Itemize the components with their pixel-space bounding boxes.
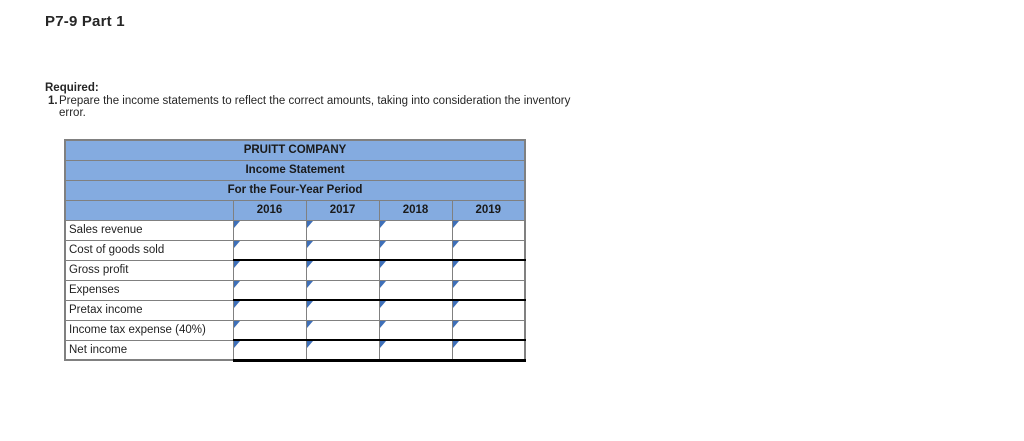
input-flag-icon: [453, 241, 459, 248]
input-flag-icon: [453, 221, 459, 228]
input-cell[interactable]: [378, 259, 453, 281]
input-cell[interactable]: [451, 319, 526, 341]
input-cell[interactable]: [305, 259, 380, 281]
table-row-pretax-income: Pretax income: [64, 299, 526, 321]
input-flag-icon: [307, 302, 313, 308]
input-flag-icon: [453, 262, 459, 268]
requirement-number: 1.: [48, 94, 58, 107]
input-cell[interactable]: [232, 239, 307, 261]
input-cell[interactable]: [451, 259, 526, 281]
input-cell[interactable]: [305, 219, 380, 241]
input-flag-icon: [307, 262, 313, 268]
input-cell[interactable]: [378, 299, 453, 321]
input-flag-icon: [307, 221, 313, 228]
table-row-sales-revenue: Sales revenue: [64, 219, 526, 241]
input-cell[interactable]: [232, 339, 307, 362]
row-label: Net income: [64, 339, 234, 361]
input-cell[interactable]: [232, 259, 307, 281]
year-header-2019: 2019: [451, 199, 526, 221]
input-flag-icon: [234, 221, 240, 228]
input-cell[interactable]: [378, 279, 453, 301]
year-header-2016: 2016: [232, 199, 307, 221]
input-flag-icon: [380, 281, 386, 288]
required-section: Required: 1. Prepare the income statemen…: [45, 82, 587, 120]
row-label: Pretax income: [64, 299, 234, 321]
input-flag-icon: [307, 281, 313, 288]
input-cell[interactable]: [305, 339, 380, 362]
input-cell[interactable]: [305, 279, 380, 301]
table-row-gross-profit: Gross profit: [64, 259, 526, 281]
input-flag-icon: [380, 321, 386, 328]
statement-period: For the Four-Year Period: [64, 179, 526, 201]
input-flag-icon: [453, 321, 459, 328]
input-cell[interactable]: [378, 319, 453, 341]
input-cell[interactable]: [451, 219, 526, 241]
input-cell[interactable]: [378, 339, 453, 362]
table-row-expenses: Expenses: [64, 279, 526, 301]
input-flag-icon: [453, 342, 459, 348]
page-title: P7-9 Part 1: [45, 13, 125, 30]
input-cell[interactable]: [305, 239, 380, 261]
statement-title-row: Income Statement: [64, 159, 526, 181]
row-label: Cost of goods sold: [64, 239, 234, 261]
input-flag-icon: [380, 302, 386, 308]
input-flag-icon: [453, 281, 459, 288]
input-cell[interactable]: [305, 319, 380, 341]
input-flag-icon: [453, 302, 459, 308]
table-row-net-income: Net income: [64, 339, 526, 362]
row-label: Expenses: [64, 279, 234, 301]
input-cell[interactable]: [232, 279, 307, 301]
input-flag-icon: [234, 262, 240, 268]
table-header: PRUITT COMPANY Income Statement For the …: [64, 139, 526, 221]
year-header-empty-cell: [64, 199, 234, 221]
requirement-item: 1. Prepare the income statements to refl…: [45, 95, 587, 120]
input-flag-icon: [307, 241, 313, 248]
input-flag-icon: [234, 281, 240, 288]
input-cell[interactable]: [305, 299, 380, 321]
table-row-income-tax-expense: Income tax expense (40%): [64, 319, 526, 341]
required-label: Required:: [45, 82, 99, 94]
row-label: Gross profit: [64, 259, 234, 281]
input-cell[interactable]: [378, 239, 453, 261]
input-flag-icon: [234, 241, 240, 248]
input-flag-icon: [234, 302, 240, 308]
input-cell[interactable]: [232, 219, 307, 241]
table-row-cost-of-goods-sold: Cost of goods sold: [64, 239, 526, 261]
input-cell[interactable]: [451, 239, 526, 261]
income-statement-table: PRUITT COMPANY Income Statement For the …: [64, 139, 527, 362]
input-cell[interactable]: [378, 219, 453, 241]
input-flag-icon: [380, 342, 386, 348]
row-label: Sales revenue: [64, 219, 234, 241]
input-flag-icon: [234, 321, 240, 328]
year-header-2018: 2018: [378, 199, 453, 221]
input-flag-icon: [380, 262, 386, 268]
year-header-2017: 2017: [305, 199, 380, 221]
statement-title: Income Statement: [64, 159, 526, 181]
year-header-row: 2016 2017 2018 2019: [64, 199, 526, 221]
period-row: For the Four-Year Period: [64, 179, 526, 201]
input-cell[interactable]: [232, 319, 307, 341]
company-name: PRUITT COMPANY: [64, 139, 526, 161]
input-flag-icon: [380, 241, 386, 248]
input-flag-icon: [234, 342, 240, 348]
row-label: Income tax expense (40%): [64, 319, 234, 341]
company-header-row: PRUITT COMPANY: [64, 139, 526, 161]
requirement-text: Prepare the income statements to reflect…: [59, 94, 571, 120]
input-cell[interactable]: [451, 279, 526, 301]
input-flag-icon: [307, 342, 313, 348]
input-flag-icon: [380, 221, 386, 228]
input-cell[interactable]: [451, 299, 526, 321]
input-flag-icon: [307, 321, 313, 328]
input-cell[interactable]: [451, 339, 526, 362]
input-cell[interactable]: [232, 299, 307, 321]
